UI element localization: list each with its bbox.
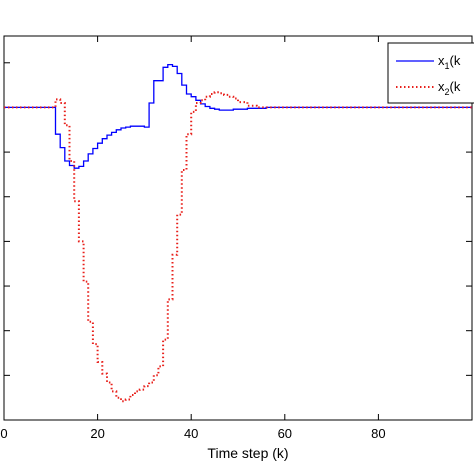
series-layer	[4, 63, 472, 403]
x-axis-label: Time step (k)	[207, 445, 288, 461]
x-axis-tick-labels: 0 20 40 60 80	[0, 426, 385, 441]
series-line-2	[4, 91, 472, 403]
legend-label-2: x2(k	[438, 79, 461, 97]
y-axis-ticks	[4, 62, 472, 421]
x-tick-label-2: 40	[184, 426, 198, 441]
plot-border	[3, 35, 473, 421]
plot-frame	[3, 35, 473, 421]
legend: x1(k x2(k	[387, 42, 474, 104]
legend-box	[387, 42, 474, 104]
series-line-1	[4, 63, 472, 169]
x-axis-ticks	[3, 36, 379, 420]
x-tick-label-0: 0	[0, 426, 7, 441]
x-tick-label-4: 80	[371, 426, 385, 441]
x-tick-label-3: 60	[278, 426, 292, 441]
x-tick-label-1: 20	[90, 426, 104, 441]
legend-label-1: x1(k	[438, 53, 461, 71]
